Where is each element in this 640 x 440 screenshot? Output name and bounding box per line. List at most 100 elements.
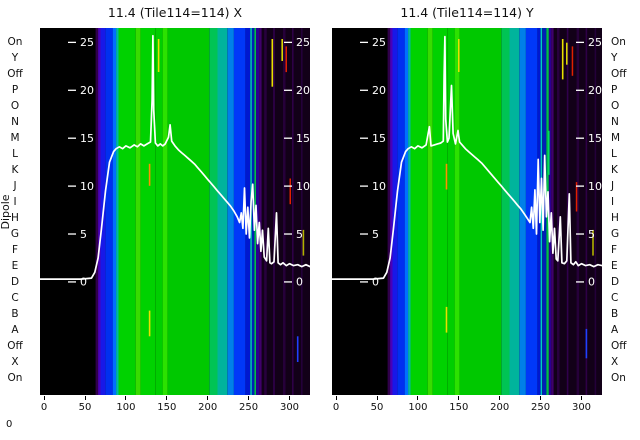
spectrogram-mark [285, 46, 287, 73]
dipole-label: B [611, 308, 619, 320]
x-tick-label: 0 [40, 402, 48, 413]
spectrogram-band [501, 28, 510, 395]
dipole-label: D [611, 276, 620, 288]
panel-x-title: 11.4 (Tile114=114) X [107, 5, 243, 20]
spectrogram-band [404, 28, 409, 395]
dipole-label: On [7, 36, 23, 48]
spectrogram-band [259, 28, 262, 395]
dipole-label: A [11, 324, 19, 336]
spectrogram-band [301, 28, 303, 395]
spectrogram-mark [157, 39, 160, 72]
dipole-label: M [611, 132, 621, 144]
x-tick-label: 100 [116, 402, 136, 413]
y-tick-label: 15 [372, 132, 386, 145]
dipole-label: G [10, 228, 20, 240]
spectrogram-band [551, 28, 554, 395]
dipole-label: Off [7, 68, 23, 80]
x-tick-mark [207, 396, 209, 400]
x-tick-mark [248, 396, 250, 400]
spectrogram-band [390, 28, 393, 395]
spectrogram-mark [289, 178, 291, 205]
y-tick-label: 0 [80, 276, 87, 289]
x-tick-label: 0 [332, 402, 340, 413]
x-tick-mark [84, 396, 86, 400]
dipole-label: Y [11, 52, 19, 64]
spectrogram-mark [148, 310, 151, 337]
y-tick-label: 25 [372, 36, 386, 49]
y-tick-label: 10 [296, 180, 310, 193]
y-tick-label: 10 [588, 180, 602, 193]
dipole-label: X [611, 356, 619, 368]
spectrogram-band [576, 28, 580, 395]
spectrogram-mark [548, 130, 550, 175]
spectrogram-mark [281, 39, 283, 61]
y-tick-label: 25 [80, 36, 94, 49]
dipole-label: A [611, 324, 619, 336]
x-tick-label: 300 [279, 402, 300, 413]
spectrogram-band [427, 28, 433, 395]
spectrogram-band [273, 28, 275, 395]
dipole-label: J [13, 180, 17, 192]
spectrogram-band [217, 28, 228, 395]
x-tick-label: 50 [78, 402, 92, 413]
y-tick-label: 5 [80, 228, 87, 241]
dipole-label: B [11, 308, 19, 320]
x-tick-label: 150 [157, 402, 177, 413]
dipole-label: X [11, 356, 19, 368]
spectrogram-band [118, 28, 136, 395]
dipole-label: On [611, 372, 626, 384]
dipole-label: L [12, 148, 18, 160]
spectrogram-mark [458, 39, 460, 72]
spectrogram-band [397, 28, 405, 395]
x-tick-mark [376, 396, 378, 400]
spectrogram-band [410, 28, 428, 395]
x-tick-mark [581, 396, 582, 400]
x-tick-label: 200 [490, 402, 510, 413]
dipole-label: On [7, 372, 23, 384]
dipole-label: F [11, 244, 19, 256]
spectrogram-mark [302, 229, 305, 256]
y-tick-label: 15 [296, 132, 310, 145]
spectrogram-band [167, 28, 210, 395]
dipole-label: O [10, 100, 20, 112]
dipole-label: O [611, 100, 620, 112]
y-tick-label: 10 [80, 180, 94, 193]
x-tick-mark [417, 396, 419, 400]
dipole-label: M [10, 132, 20, 144]
dipole-label: On [611, 36, 626, 48]
dipole-label: F [611, 244, 618, 256]
x-tick-label: 150 [449, 402, 469, 413]
dipole-label: D [10, 276, 20, 288]
dipole-label: K [11, 164, 19, 176]
spectrogram-band [447, 28, 455, 395]
x-tick-mark [43, 396, 45, 400]
spectrogram-band [261, 28, 310, 395]
dipole-label: E [611, 260, 618, 272]
x-tick-mark [335, 396, 337, 400]
dipole-label: H [11, 212, 19, 224]
power-curve [40, 34, 310, 280]
spectrogram-band [332, 28, 388, 395]
spectrogram-band [264, 28, 267, 395]
x-tick-mark [540, 396, 542, 400]
spectrogram-mark [148, 163, 151, 186]
spectrogram-mark [575, 182, 578, 212]
dipole-label: Off [611, 340, 627, 352]
y-tick-label: 20 [80, 84, 94, 97]
dipole-label: E [11, 260, 19, 272]
x-tick-label: 100 [408, 402, 428, 413]
spectrogram-band [155, 28, 163, 395]
x-tick-mark [289, 396, 290, 400]
spectrogram-mark [445, 163, 448, 190]
dipole-label: Off [7, 340, 23, 352]
spectrogram-band [540, 28, 543, 395]
spectrogram-band [546, 28, 549, 395]
dipole-label: G [611, 228, 620, 240]
y-tick-label: 25 [296, 36, 310, 49]
y-tick-label: 5 [296, 228, 303, 241]
y-tick-label: 20 [372, 84, 386, 97]
spectrogram-band [454, 28, 460, 395]
spectrogram-band [459, 28, 502, 395]
y-tick-label: 25 [588, 36, 602, 49]
